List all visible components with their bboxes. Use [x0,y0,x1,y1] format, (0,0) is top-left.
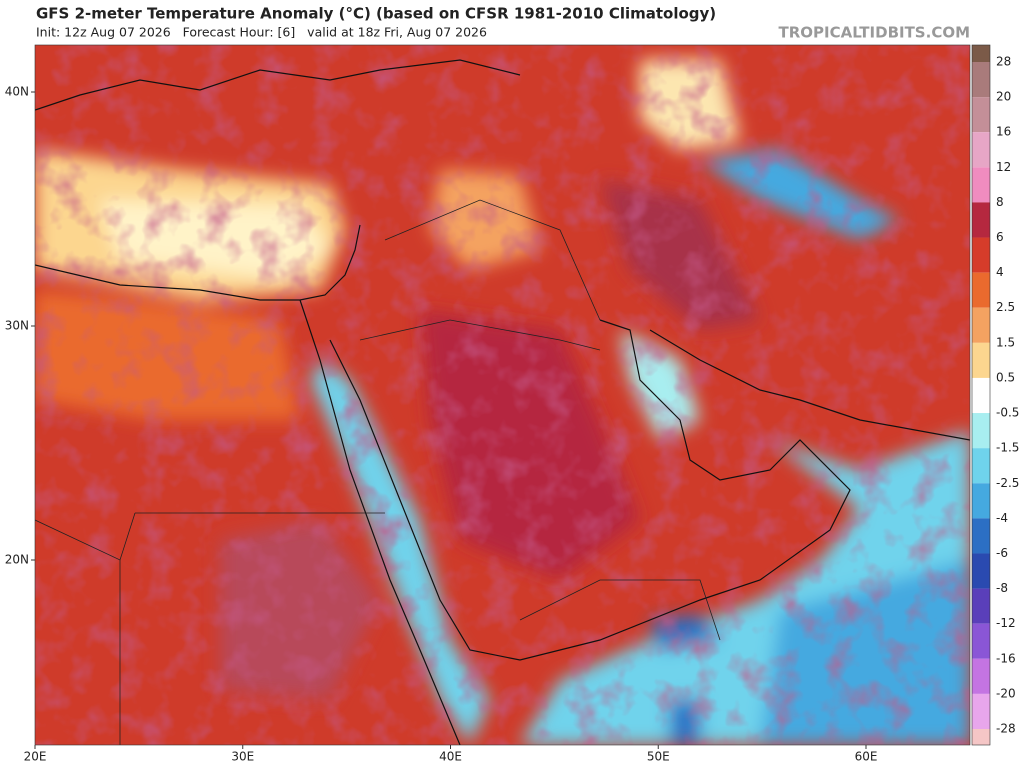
colorbar-label: -6 [996,546,1008,560]
colorbar-label: -20 [996,686,1016,700]
colorbar-segment [972,342,990,378]
colorbar-label: 1.5 [996,335,1015,349]
colorbar-segment [972,518,990,554]
colorbar: 28 20 16 12 8 6 4 2.5 1.5 0.5 -0.5 -1.5 -2.5 -4 -6 -8 -1… [971,44,1019,746]
colorbar-label: -1.5 [996,441,1019,455]
lon-label: 60E [855,750,878,764]
colorbar-label: 6 [996,230,1004,244]
lat-label: 40N [5,85,29,99]
map-frame [34,44,971,746]
colorbar-segment [972,307,990,343]
lon-label: 30E [231,750,254,764]
colorbar-label: -16 [996,651,1016,665]
colorbar-segment [972,62,990,98]
colorbar-segment [972,483,990,519]
colorbar-frame [971,44,991,746]
colorbar-segment [972,448,990,484]
colorbar-segment [972,729,990,745]
colorbar-segment [972,693,990,729]
colorbar-segment [972,658,990,694]
lat-label: 20N [5,553,29,567]
colorbar-label: 0.5 [996,370,1015,384]
colorbar-segment [972,377,990,414]
colorbar-segment [972,553,990,589]
colorbar-label: -4 [996,511,1008,525]
colorbar-segment [972,45,990,62]
colorbar-segment [972,97,990,133]
lon-label: 50E [647,750,670,764]
colorbar-segment [972,132,990,168]
colorbar-label: 2.5 [996,300,1015,314]
colorbar-label: 28 [996,55,1011,69]
colorbar-segment [972,272,990,308]
colorbar-label: -12 [996,616,1016,630]
colorbar-segment [972,167,990,203]
lon-label: 40E [439,750,462,764]
colorbar-segment [972,413,990,449]
title: GFS 2-meter Temperature Anomaly (°C) (ba… [36,5,716,23]
lon-label: 20E [24,750,47,764]
map-axes: 40N 30N 20N 20E 30E 40E 50E 60E [5,85,878,764]
colorbar-segment [972,588,990,624]
map [35,45,970,745]
site-name: TROPICALTIDBITS.COM [779,24,971,42]
colorbar-label: -28 [996,722,1016,736]
colorbar-label: 12 [996,160,1011,174]
colorbar-segment [972,202,990,238]
colorbar-label: 16 [996,125,1011,139]
colorbar-label: -2.5 [996,476,1019,490]
colorbar-segment [972,237,990,273]
colorbar-label: 20 [996,90,1011,104]
colorbar-label: 8 [996,195,1004,209]
subtitle: Init: 12z Aug 07 2026 Forecast Hour: [6]… [36,25,487,40]
colorbar-label: -8 [996,581,1008,595]
colorbar-label: 4 [996,265,1004,279]
colorbar-label: -0.5 [996,406,1019,420]
lat-label: 30N [5,319,29,333]
colorbar-segment [972,623,990,659]
